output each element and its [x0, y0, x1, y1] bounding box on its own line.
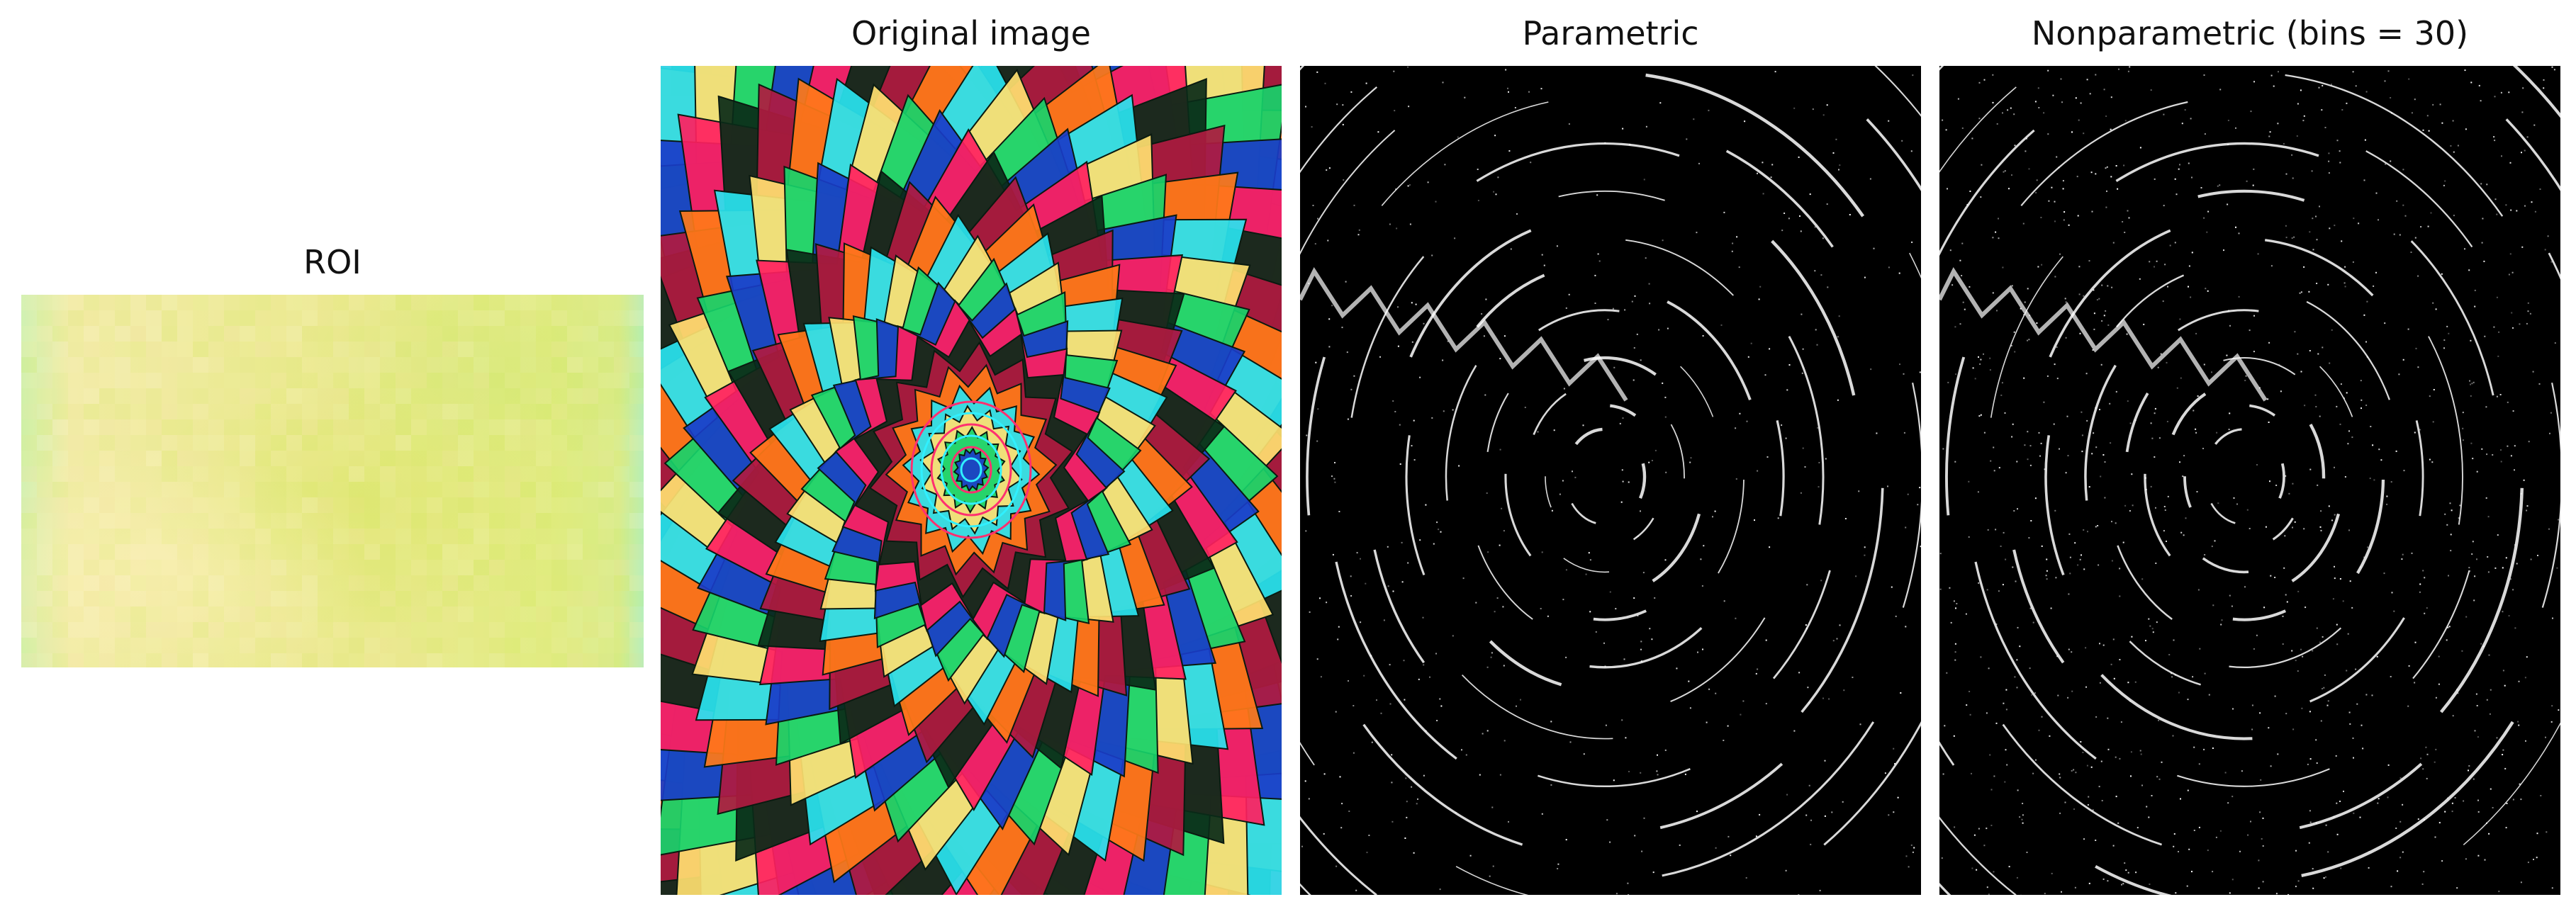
- original-image-title: Original image: [851, 14, 1091, 52]
- nonparametric-mask-image: [1939, 66, 2560, 895]
- roi-image: [21, 295, 644, 667]
- roi-title: ROI: [303, 243, 362, 281]
- original-image: [661, 66, 1282, 895]
- parametric-mask-image: [1300, 66, 1921, 895]
- nonparametric-title: Nonparametric (bins = 30): [2031, 14, 2469, 52]
- parametric-title: Parametric: [1522, 14, 1699, 52]
